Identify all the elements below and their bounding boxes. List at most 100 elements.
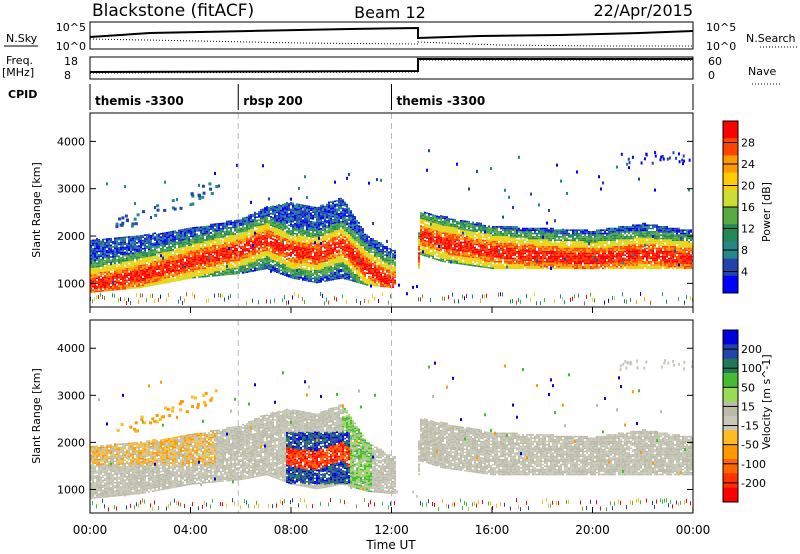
chart-cell: [282, 250, 284, 253]
chart-cell: [106, 284, 108, 287]
chart-cell: [322, 232, 324, 235]
chart-cell: [294, 277, 296, 280]
chart-cell: [272, 231, 274, 234]
chart-cell: [234, 256, 236, 258]
chart-cell: [334, 233, 336, 236]
chart-cell: [260, 260, 262, 262]
chart-cell: [274, 249, 276, 251]
chart-cell: [352, 241, 354, 244]
chart-cell: [360, 257, 362, 260]
chart-cell: [264, 266, 266, 268]
chart-cell: [296, 276, 298, 278]
chart-cell: [306, 220, 308, 222]
chart-cell: [200, 237, 202, 240]
chart-cell: [220, 241, 222, 243]
chart-cell: [96, 250, 98, 253]
chart-cell: [270, 206, 272, 208]
chart-cell: [314, 268, 316, 270]
chart-cell: [368, 269, 370, 271]
chart-cell: [168, 236, 170, 239]
chart-cell: [184, 250, 186, 252]
chart-cell: [286, 232, 288, 234]
chart-cell: [188, 277, 190, 280]
chart-cell: [316, 265, 318, 267]
chart-cell: [202, 262, 204, 265]
chart-cell: [114, 272, 116, 274]
chart-cell: [174, 235, 176, 238]
chart-cell: [368, 181, 370, 185]
chart-cell: [354, 240, 356, 243]
chart-cell: [228, 232, 230, 234]
chart-cell: [176, 273, 178, 275]
chart-cell: [116, 275, 118, 278]
chart-cell: [96, 240, 98, 243]
chart-cell: [362, 279, 364, 282]
chart-cell: [346, 210, 348, 213]
chart-cell: [142, 257, 144, 260]
chart-cell: [344, 223, 346, 225]
chart-cell: [172, 248, 174, 251]
chart-cell: [138, 253, 140, 256]
chart-cell: [176, 269, 178, 272]
chart-cell: [194, 274, 196, 277]
chart-cell: [260, 247, 262, 249]
chart-cell: [334, 238, 336, 241]
chart-cell: [268, 215, 270, 217]
chart-cell: [322, 250, 324, 253]
chart-cell: [106, 287, 108, 290]
chart-cell: [272, 256, 274, 259]
chart-cell: [348, 217, 350, 220]
chart-cell: [288, 207, 290, 210]
chart-cell: [270, 219, 272, 222]
chart-cell: [98, 268, 100, 271]
chart-cell: [148, 243, 150, 246]
chart-cell: [210, 265, 212, 267]
chart-cell: [158, 243, 160, 245]
chart-cell: [378, 242, 380, 244]
chart-cell: [334, 230, 336, 232]
chart-cell: [282, 261, 284, 264]
chart-cell: [112, 260, 114, 263]
chart-cell: [158, 235, 160, 237]
chart-cell: [200, 257, 202, 260]
chart-cell: [338, 203, 340, 205]
chart-cell: [296, 256, 298, 259]
chart-cell: [278, 222, 280, 225]
chart-cell: [342, 215, 344, 218]
chart-cell: [344, 236, 346, 238]
chart-cell: [102, 295, 103, 300]
chart-cell: [326, 243, 328, 246]
chart-cell: [318, 216, 320, 219]
chart-cell: [350, 233, 352, 235]
chart-cell: [342, 275, 344, 278]
chart-cell: [202, 246, 204, 248]
chart-cell: [248, 227, 250, 230]
chart-cell: [180, 240, 182, 243]
chart-cell: [184, 254, 186, 257]
chart-cell: [272, 254, 274, 257]
chart-cell: [302, 260, 304, 263]
chart-cell: [238, 257, 240, 260]
chart-cell: [370, 246, 372, 248]
chart-cell: [136, 271, 138, 274]
chart-cell: [326, 278, 328, 280]
chart-cell: [224, 267, 226, 269]
chart-cell: [328, 251, 330, 253]
chart-cell: [100, 275, 102, 277]
chart-cell: [164, 252, 166, 254]
chart-cell: [214, 233, 216, 235]
chart-cell: [144, 279, 146, 281]
chart-cell: [130, 254, 132, 256]
chart-cell: [250, 258, 252, 261]
chart-cell: [326, 226, 328, 229]
chart-cell: [122, 281, 124, 284]
chart-cell: [212, 255, 214, 257]
chart-cell: [158, 297, 159, 302]
chart-cell: [228, 247, 230, 251]
chart-cell: [124, 251, 126, 254]
chart-cell: [356, 281, 358, 283]
chart-cell: [298, 278, 300, 280]
chart-cell: [102, 286, 104, 289]
chart-cell: [374, 249, 376, 252]
chart-cell: [184, 233, 186, 236]
